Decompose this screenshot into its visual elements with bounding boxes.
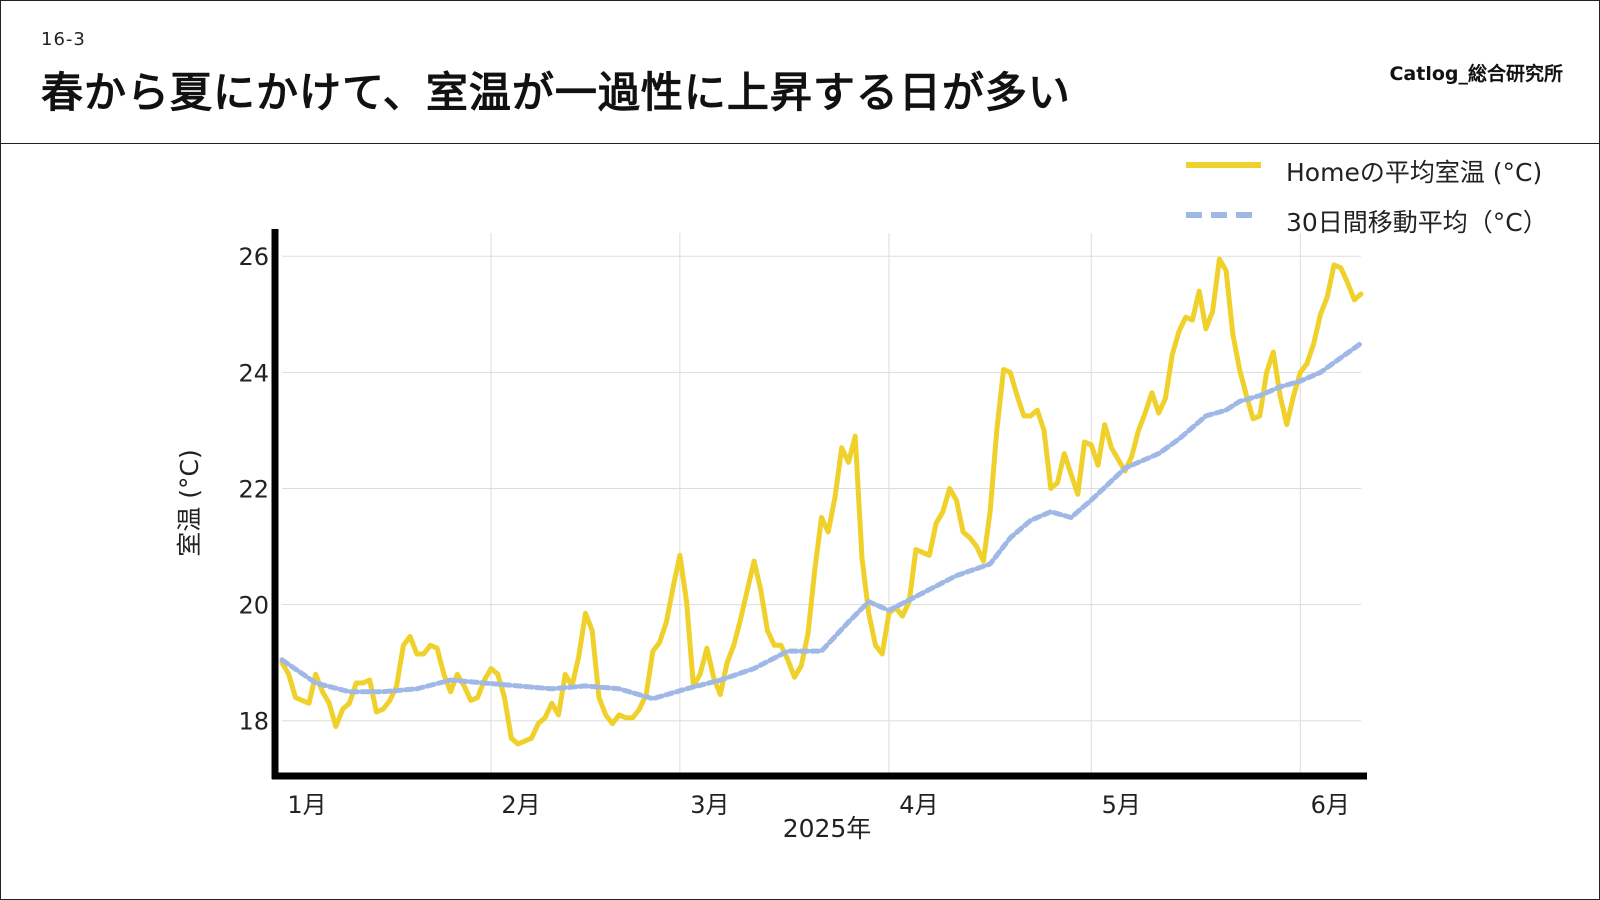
- x-tick-label: 6月: [1311, 791, 1350, 819]
- series-line-main: [279, 256, 1364, 747]
- series-line-average: [279, 340, 1364, 702]
- axes: [271, 229, 1367, 780]
- legend: Homeの平均室温 (°C) 30日間移動平均（°C）: [1186, 158, 1548, 237]
- y-tick-label: 22: [238, 475, 269, 503]
- x-tick-label: 3月: [690, 791, 729, 819]
- x-tick-label: 2月: [501, 791, 540, 819]
- y-tick-label: 20: [238, 592, 269, 620]
- series-layer: [279, 256, 1364, 747]
- y-tick-label: 24: [238, 359, 269, 387]
- slide-header: 16-3 春から夏にかけて、室温が一過性に上昇する日が多い Catlog_総合研…: [1, 1, 1599, 144]
- x-tick-label: 4月: [899, 791, 938, 819]
- y-tick-label: 26: [238, 243, 269, 271]
- legend-label-average: 30日間移動平均（°C）: [1286, 208, 1548, 237]
- brand-logo: Catlog_総合研究所: [1389, 63, 1563, 85]
- x-tick-label: 5月: [1102, 791, 1141, 819]
- y-tick-label: 18: [238, 708, 269, 736]
- x-axis-label: 2025年: [783, 814, 872, 843]
- page-title: 春から夏にかけて、室温が一過性に上昇する日が多い: [41, 68, 1071, 117]
- y-axis-label: 室温 (°C): [175, 449, 204, 556]
- legend-label-main: Homeの平均室温 (°C): [1286, 158, 1542, 187]
- slide-number: 16-3: [41, 29, 86, 50]
- grid-lines: [282, 233, 1361, 773]
- x-tick-label: 1月: [287, 791, 326, 819]
- tick-labels: 18 20 22 24 26 1月 2月 3月 4月 5月 6月: [238, 243, 1349, 819]
